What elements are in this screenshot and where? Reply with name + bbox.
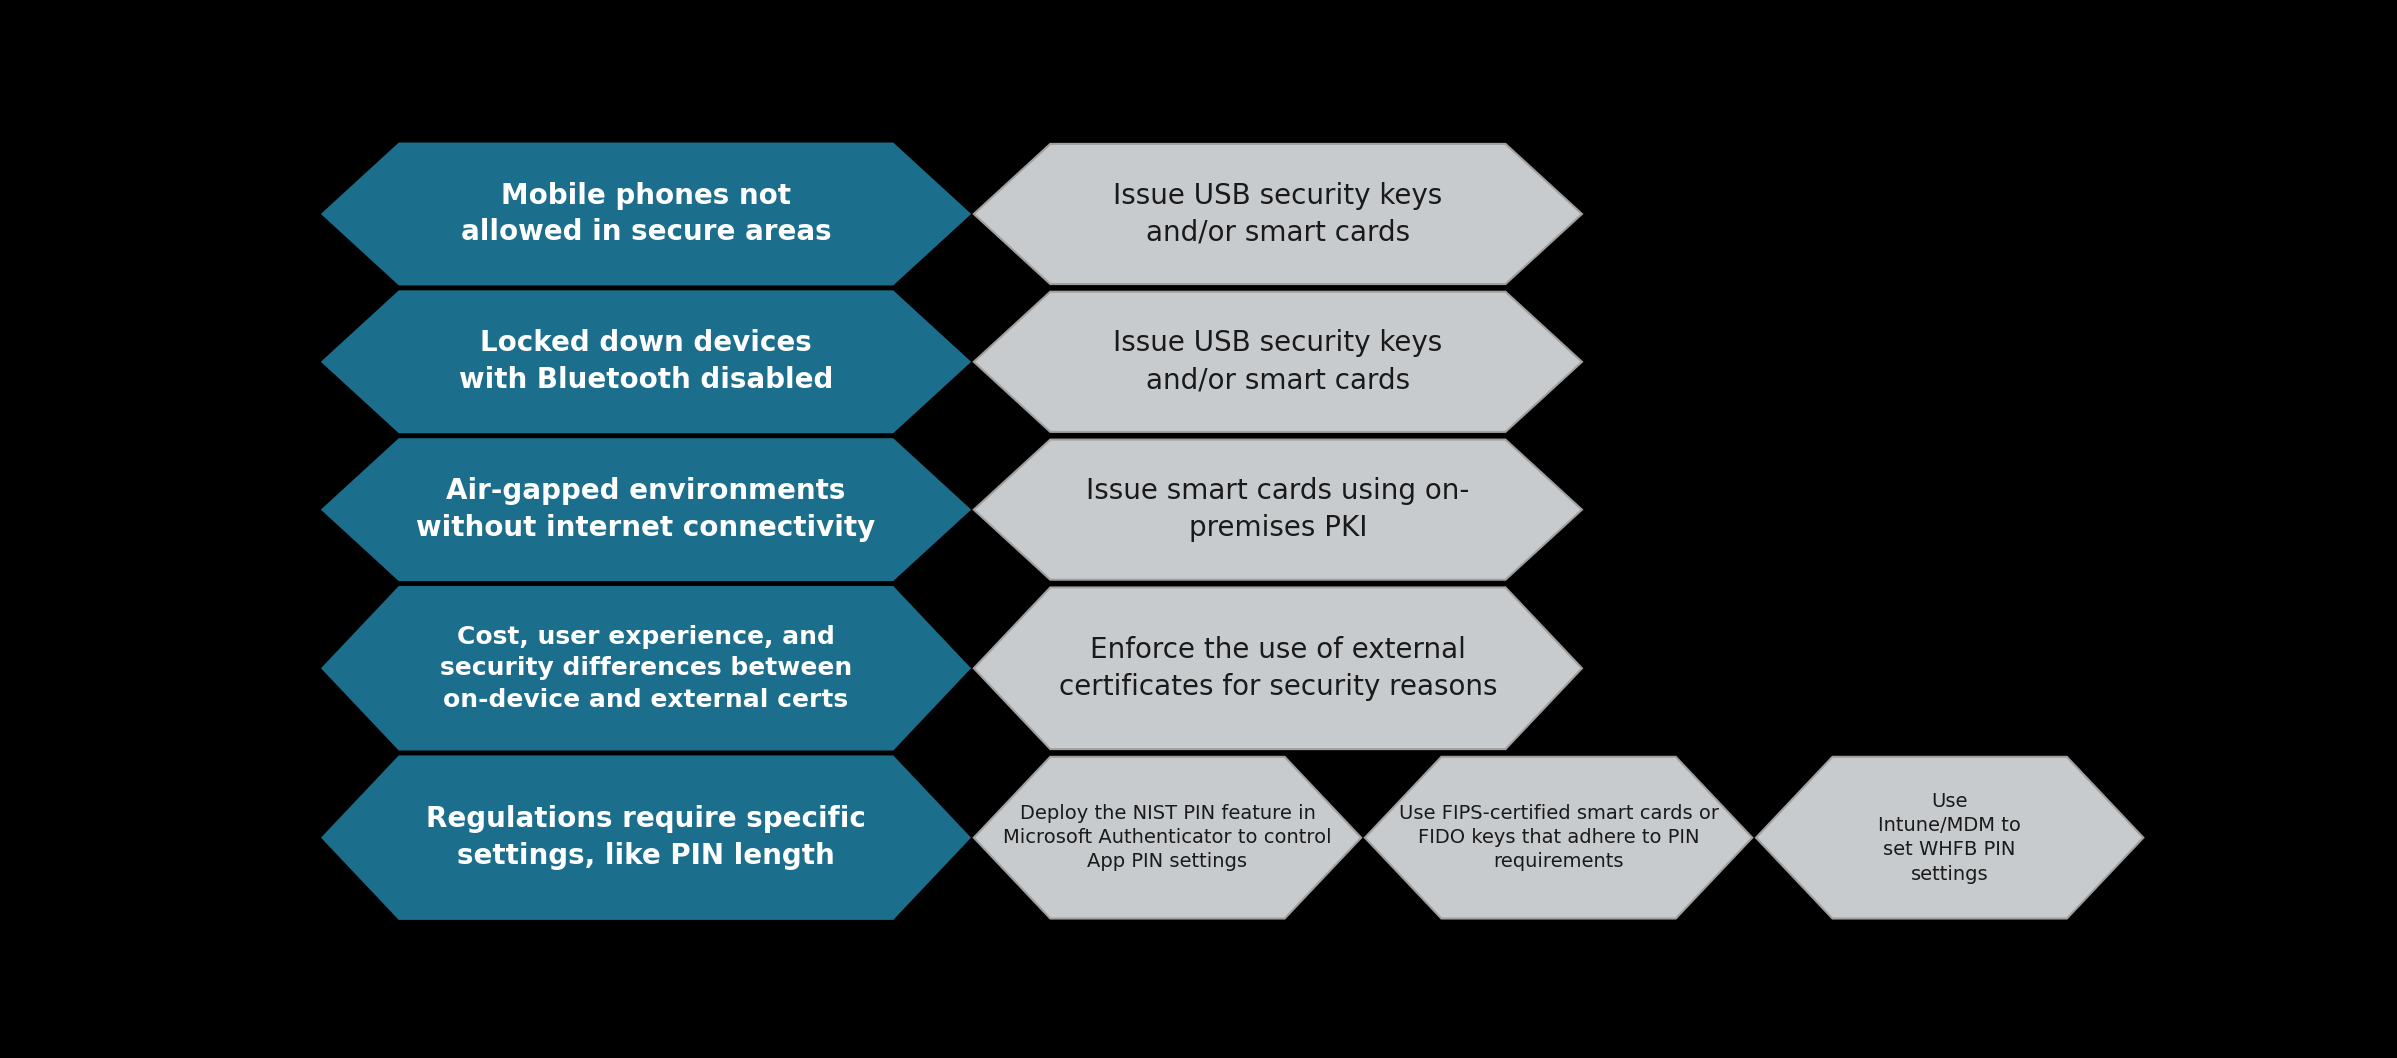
Polygon shape (1757, 756, 2143, 918)
Polygon shape (324, 756, 968, 918)
Text: Issue USB security keys
and/or smart cards: Issue USB security keys and/or smart car… (1112, 329, 1443, 395)
Text: Issue smart cards using on-
premises PKI: Issue smart cards using on- premises PKI (1086, 477, 1469, 542)
Polygon shape (324, 587, 968, 749)
Text: Use FIPS-certified smart cards or
FIDO keys that adhere to PIN
requirements: Use FIPS-certified smart cards or FIDO k… (1397, 804, 1719, 872)
Polygon shape (1364, 756, 1752, 918)
Text: Mobile phones not
allowed in secure areas: Mobile phones not allowed in secure area… (460, 182, 832, 247)
Polygon shape (973, 439, 1582, 580)
Text: Locked down devices
with Bluetooth disabled: Locked down devices with Bluetooth disab… (458, 329, 834, 395)
Text: Air-gapped environments
without internet connectivity: Air-gapped environments without internet… (417, 477, 875, 542)
Text: Deploy the NIST PIN feature in
Microsoft Authenticator to control
App PIN settin: Deploy the NIST PIN feature in Microsoft… (1004, 804, 1333, 872)
Polygon shape (324, 144, 968, 284)
Polygon shape (324, 439, 968, 580)
Polygon shape (973, 144, 1582, 284)
Text: Regulations require specific
settings, like PIN length: Regulations require specific settings, l… (427, 805, 865, 870)
Text: Issue USB security keys
and/or smart cards: Issue USB security keys and/or smart car… (1112, 182, 1443, 247)
Polygon shape (973, 587, 1582, 749)
Text: Use
Intune/MDM to
set WHFB PIN
settings: Use Intune/MDM to set WHFB PIN settings (1879, 791, 2021, 883)
Polygon shape (973, 292, 1582, 432)
Text: Enforce the use of external
certificates for security reasons: Enforce the use of external certificates… (1059, 636, 1498, 700)
Polygon shape (973, 756, 1361, 918)
Polygon shape (324, 292, 968, 432)
Text: Cost, user experience, and
security differences between
on-device and external c: Cost, user experience, and security diff… (441, 624, 853, 712)
